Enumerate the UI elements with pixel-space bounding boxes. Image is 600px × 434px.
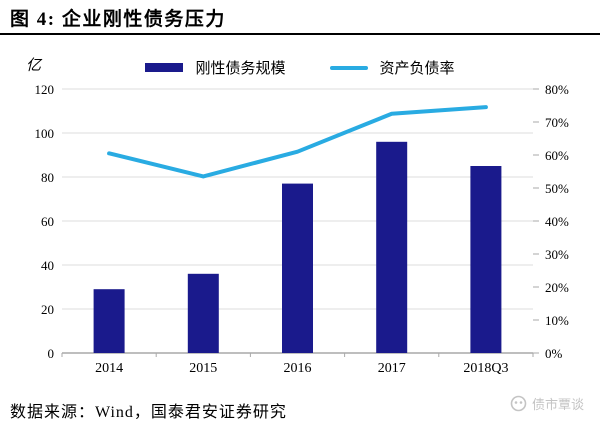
bar-swatch-icon — [145, 63, 184, 72]
line-swatch-icon — [329, 65, 368, 70]
watermark: 债市覃谈 — [510, 394, 584, 413]
plot-area — [62, 89, 533, 353]
y-axis-right-tick-label: 70% — [545, 115, 569, 130]
y-axis-right-tick-label: 0% — [545, 346, 563, 361]
x-axis-category-label: 2018Q3 — [463, 361, 509, 376]
legend-item-bar-series: 刚性债务规模 — [145, 57, 286, 78]
x-axis-category-label: 2016 — [283, 361, 312, 376]
y-axis-right-tick-label: 60% — [545, 148, 569, 163]
y-axis-right-tick-label: 40% — [545, 214, 569, 229]
watermark-text: 债市覃谈 — [531, 397, 584, 412]
y-axis-left-tick-label: 80 — [41, 170, 54, 185]
x-axis-category-label: 2017 — [377, 361, 406, 376]
y-axis-left-tick-label: 100 — [34, 126, 55, 141]
y-axis-left-tick-label: 20 — [41, 302, 54, 317]
x-axis-category-label: 2014 — [95, 361, 124, 376]
y-axis-unit-label: 亿 — [26, 58, 42, 74]
y-axis-right-tick-label: 50% — [545, 181, 569, 196]
y-axis-left-tick-label: 0 — [47, 346, 55, 361]
y-axis-right-tick-label: 10% — [545, 313, 569, 328]
y-axis-left-tick-label: 40 — [41, 258, 54, 273]
y-axis-right-tick-label: 30% — [545, 247, 569, 262]
legend-label-bar: 刚性债务规模 — [195, 61, 286, 77]
y-axis-left-tick-label: 120 — [34, 82, 55, 97]
page-title: 图 4: 企业刚性债务压力 — [10, 9, 226, 30]
y-axis-left-tick-label: 60 — [41, 214, 54, 229]
x-axis-category-label: 2015 — [189, 361, 218, 376]
source-note: 数据来源：Wind，国泰君安证券研究 — [10, 404, 287, 421]
chart-legend: 刚性债务规模 资产负债率 — [0, 57, 600, 78]
title-divider — [0, 33, 600, 35]
watermark-logo-icon — [510, 395, 527, 412]
legend-item-line-series: 资产负债率 — [329, 57, 455, 78]
y-axis-right-tick-label: 80% — [545, 82, 569, 97]
y-axis-right-tick-label: 20% — [545, 280, 569, 295]
legend-label-line: 资产负债率 — [379, 61, 455, 77]
